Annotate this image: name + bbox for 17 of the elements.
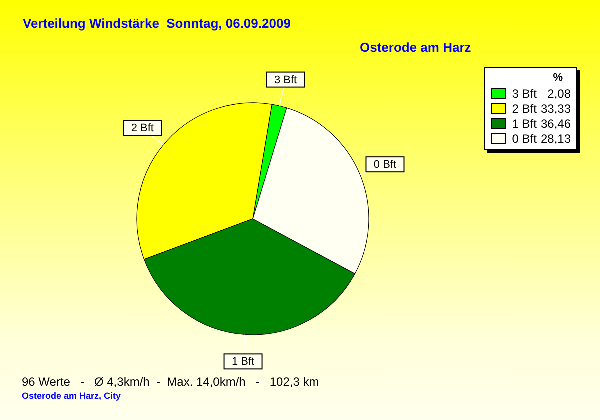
legend-label: 2 Bft [512,102,537,116]
data-label: 33,33 [540,102,571,116]
text: Osterode am Harz, City [22,391,122,401]
data-label: 2,08 [546,86,571,100]
data-label: 36,46 [540,116,571,130]
text: 96 Werte - Ø 4,3km/h - Max. 14,0km/h - 102,3 km [22,375,320,389]
chart-subtitle: Osterode am Harz [360,40,472,55]
slice-label: 1 Bft [232,356,255,368]
slice-label: 2 Bft [131,122,154,135]
slice-label: 3 Bft [274,74,298,86]
legend-title: % [552,71,564,86]
legend-label: 3 Bft [512,86,537,100]
legend-label: 1 Bft [512,116,537,130]
data-label: 28,13 [540,132,571,146]
legend-label: 0 Bft [512,132,537,146]
slice-label: 0 Bft [374,159,397,172]
chart-title: Verteilung Windstärke Sonntag, 06.09.2009 [23,16,291,31]
